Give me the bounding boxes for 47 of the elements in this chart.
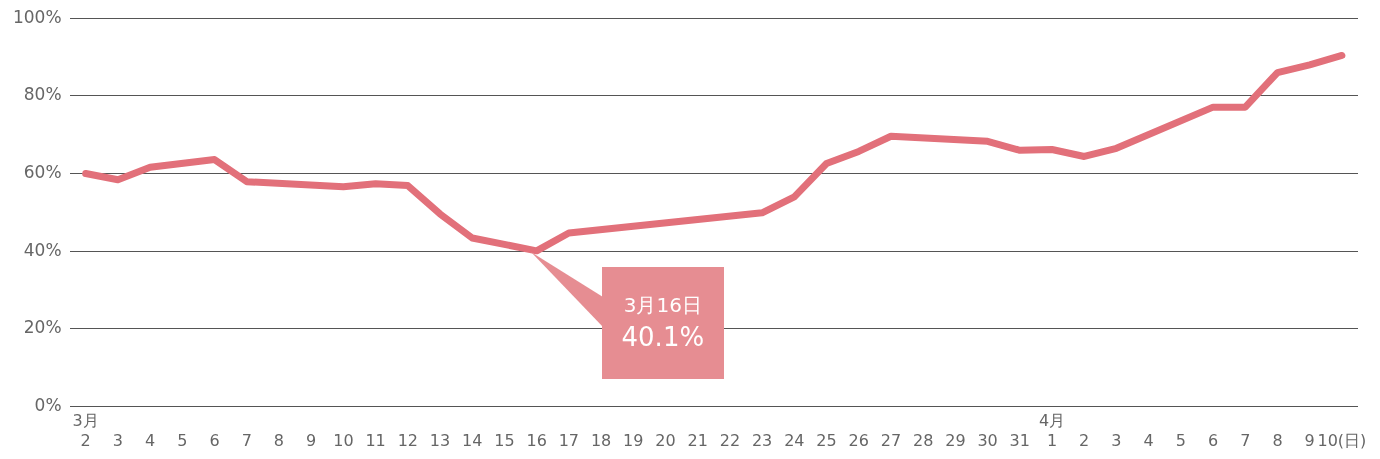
y-tick-label: 0% (34, 395, 62, 416)
x-tick-label: 5 (177, 430, 188, 450)
x-tick-label: 18 (590, 430, 612, 450)
x-tick-label: 10(日) (1317, 430, 1367, 450)
x-tick-label: 5 (1175, 430, 1186, 450)
y-tick-label: 60% (23, 161, 62, 182)
x-tick-label: 7 (241, 430, 252, 450)
y-tick-label: 20% (23, 317, 62, 338)
x-tick-label: 25 (816, 430, 837, 450)
x-tick-label: 8 (1272, 430, 1283, 450)
x-tick-label: 22 (719, 430, 741, 450)
x-tick-label: 14 (462, 430, 483, 450)
x-tick-label: 9 (1304, 430, 1315, 450)
x-tick-label: 11 (365, 430, 386, 450)
x-tick-label: 27 (880, 430, 902, 450)
x-tick-label: 28 (912, 430, 934, 450)
x-tick-label: 9 (306, 430, 317, 450)
x-tick-label: 2 (1079, 430, 1090, 450)
x-tick-label: 19 (623, 430, 644, 450)
y-tick-label: 100% (12, 6, 62, 27)
y-tick-label: 80% (23, 84, 62, 105)
x-tick-label: 4月 1 (1038, 411, 1066, 450)
x-tick-label: 20 (655, 430, 676, 450)
x-tick-label: 6 (1207, 430, 1219, 450)
x-tick-label: 29 (945, 430, 966, 450)
y-tick-label: 40% (23, 239, 62, 260)
x-tick-label: 12 (397, 430, 418, 450)
x-tick-label: 10 (333, 430, 354, 450)
x-tick-label: 6 (209, 430, 220, 450)
x-tick-label: 23 (751, 430, 773, 450)
x-tick-label: 13 (429, 430, 451, 450)
x-tick-label: 15 (494, 430, 515, 450)
x-tick-label: 7 (1240, 430, 1251, 450)
annotation: 3月16日 40.1% (620, 292, 706, 355)
x-tick-label: 3 (1111, 430, 1122, 450)
x-tick-label: 30 (977, 430, 998, 450)
x-tick-label: 17 (558, 430, 580, 450)
x-tick-label: 26 (848, 430, 869, 450)
x-tick-label: 16 (526, 430, 547, 450)
x-tick-label: 3 (112, 430, 124, 450)
x-tick-label: 8 (273, 430, 285, 450)
x-tick-label: 24 (784, 430, 805, 450)
x-tick-label: 21 (687, 430, 708, 450)
x-tick-label: 3月 2 (72, 411, 99, 450)
x-tick-label: 4 (1143, 430, 1154, 450)
x-tick-label: 31 (1009, 430, 1030, 450)
x-tick-label: 4 (145, 430, 156, 450)
